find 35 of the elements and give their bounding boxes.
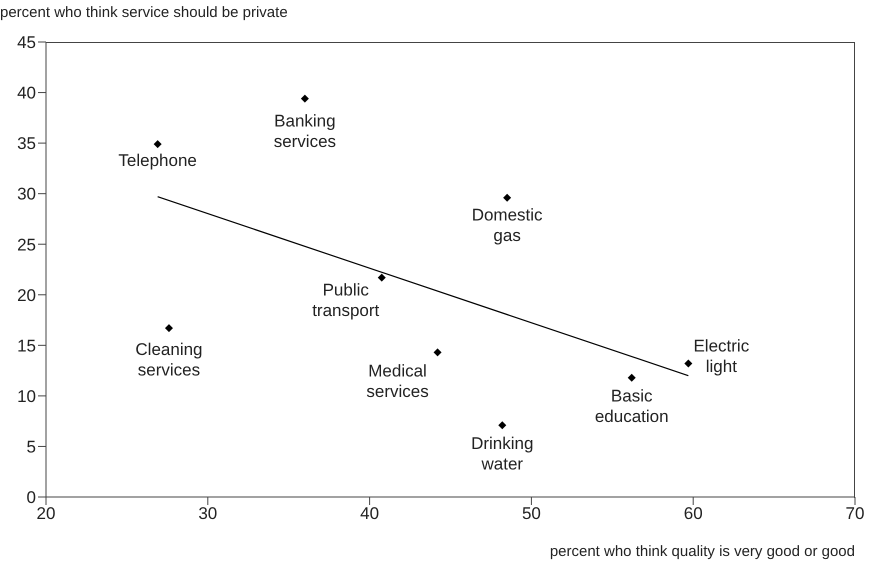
- annotation: Electric light: [693, 336, 750, 376]
- y-tick-label: 30: [17, 184, 36, 204]
- annotation: Domestic gas: [472, 206, 544, 246]
- y-axis-title: percent who think service should be private: [0, 4, 288, 21]
- y-tick-label: 5: [26, 437, 36, 456]
- annotation: Basic education: [594, 386, 669, 426]
- point: [378, 274, 386, 282]
- y-tick-label: 10: [17, 386, 36, 406]
- annotation: Telephone: [118, 151, 197, 170]
- point: [684, 360, 692, 368]
- y-tick-label: 35: [17, 134, 36, 154]
- annotation: Cleaning services: [135, 340, 203, 380]
- point: [498, 421, 506, 430]
- x-tick-label: 30: [198, 504, 218, 524]
- x-tick-label: 70: [846, 504, 864, 524]
- annotation: Drinking water: [471, 434, 534, 474]
- y-tick-label: 45: [17, 33, 36, 52]
- x-axis-title: percent who think quality is very good or good: [550, 543, 855, 560]
- annotation: Medical services: [366, 361, 429, 401]
- x-tick-label: 40: [360, 504, 380, 524]
- point: [300, 94, 309, 103]
- annotation: Public transport: [312, 280, 380, 320]
- point: [628, 374, 636, 382]
- x-tick-label: 60: [684, 504, 703, 524]
- y-tick-label: 25: [17, 235, 36, 254]
- point: [164, 324, 173, 332]
- point: [434, 348, 442, 356]
- annotation: Banking services: [274, 112, 336, 151]
- x-tick-label: 50: [522, 504, 541, 524]
- y-tick-label: 0: [26, 488, 36, 508]
- y-tick-label: 20: [17, 286, 36, 305]
- point: [503, 194, 512, 202]
- y-tick-label: 40: [17, 84, 36, 103]
- y-tick-label: 15: [17, 336, 36, 356]
- point: [154, 140, 162, 148]
